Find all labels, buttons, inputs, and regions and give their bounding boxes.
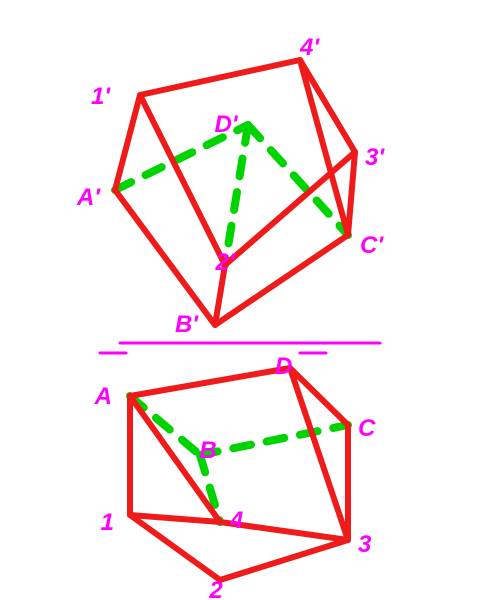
vertex-label: A [94,383,112,410]
vertex-label: 4' [299,34,320,61]
vertex-label: B [199,437,216,464]
vertex-label: B' [175,311,199,338]
top-cube-edge-1 [300,60,355,152]
vertex-label: 2' [214,249,235,276]
bottom-cube-edge-0 [130,368,290,396]
vertex-label: 2 [208,577,223,600]
bottom-cube-edge-6 [130,515,220,522]
bottom-cube-edge-3 [220,540,348,580]
vertex-label: 4 [229,507,243,534]
vertex-label: 3' [365,144,385,171]
vertex-label: 1' [91,83,111,110]
vertex-label: D' [214,111,238,138]
top-cube-hidden-edge-2 [225,125,248,265]
vertex-label: C' [360,232,384,259]
top-cube-edge-3 [215,235,348,325]
bottom-cube-hidden-edge-1 [200,425,348,455]
vertex-label: 1 [101,509,114,536]
top-cube-edge-2 [348,152,355,235]
vertex-label: C [358,415,376,442]
bottom-cube-edge-4 [130,515,220,580]
cube-projection-diagram: 1' 4' D' 3' A' C' 2' B' D A C B 1 4 3 2 [0,0,500,600]
vertex-label: 3 [358,531,372,558]
top-cube-edge-5 [115,95,140,190]
vertex-label: D [275,353,292,380]
vertex-label: A' [76,184,101,211]
top-cube-edge-0 [140,60,300,95]
